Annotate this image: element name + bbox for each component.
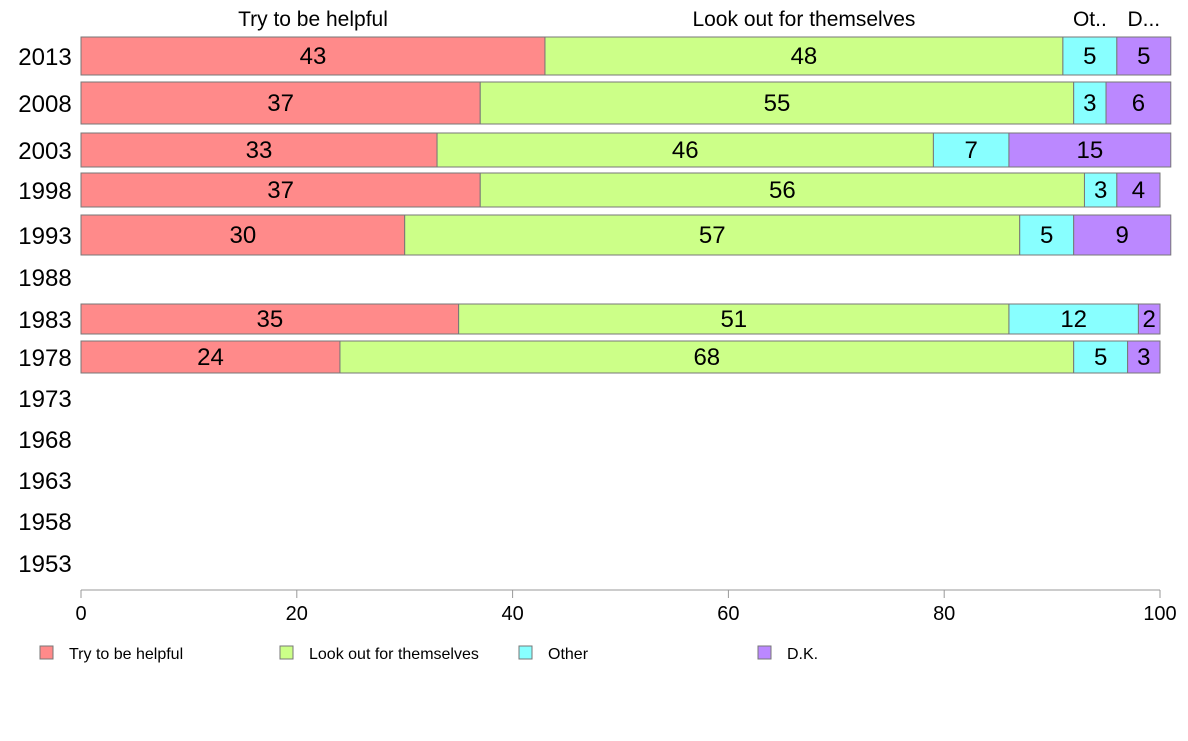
data-label: 55	[764, 90, 791, 117]
y-axis-labels: 2013 2008 2003 1998 1993 1988 1983 1978 1973 1968…	[18, 44, 71, 578]
data-label: 7	[964, 137, 977, 164]
bar-segment	[1008, 132, 1172, 168]
bar-segment	[544, 36, 1064, 76]
bar-segment	[1073, 340, 1129, 374]
bar-segment	[80, 172, 481, 208]
bar-segment	[1073, 81, 1107, 125]
bar-segment	[458, 303, 1010, 335]
bar-segment	[80, 214, 406, 256]
y-tick-label: 1978	[18, 345, 71, 372]
y-tick-label: 2008	[18, 91, 71, 118]
data-label: 30	[229, 222, 256, 249]
x-tick-label: 0	[75, 603, 86, 625]
y-tick-label: 2013	[18, 44, 71, 71]
bar-segment	[339, 340, 1075, 374]
bar-segment	[80, 340, 341, 374]
x-axis: 0 20 40 60 80 100	[75, 589, 1177, 625]
data-label: 33	[246, 137, 273, 164]
y-tick-label: 2003	[18, 138, 71, 165]
bar-segment	[1105, 81, 1172, 125]
data-label: 5	[1094, 344, 1107, 371]
bar-segment	[1137, 303, 1161, 335]
legend-swatch	[39, 645, 54, 660]
bar-segment	[1073, 214, 1172, 256]
bar-segment	[80, 81, 481, 125]
series-header: Try to be helpful	[238, 8, 388, 31]
data-label: 37	[267, 90, 294, 117]
data-label: 6	[1132, 90, 1145, 117]
bar-segment	[1008, 303, 1139, 335]
data-label: 9	[1116, 222, 1129, 249]
x-tick-label: 20	[286, 603, 308, 625]
y-tick-label: 1993	[18, 223, 71, 250]
y-tick-label: 1998	[18, 178, 71, 205]
bar-segment	[1127, 340, 1161, 374]
series-header: D...	[1127, 8, 1160, 31]
x-tick-label: 80	[933, 603, 955, 625]
data-label: 24	[197, 344, 224, 371]
data-label: 48	[791, 43, 818, 70]
data-label: 35	[256, 306, 283, 333]
legend-swatch	[518, 645, 533, 660]
bar-segment	[1062, 36, 1118, 76]
data-label: 5	[1083, 43, 1096, 70]
data-label: 2	[1143, 306, 1156, 333]
data-label: 3	[1094, 177, 1107, 204]
data-label: 5	[1040, 222, 1053, 249]
series-header: Look out for themselves	[692, 8, 915, 31]
x-tick-label: 60	[717, 603, 739, 625]
data-label: 46	[672, 137, 699, 164]
x-tick-label: 40	[501, 603, 523, 625]
bar-segment	[479, 81, 1075, 125]
y-tick-label: 1968	[18, 427, 71, 454]
data-label: 43	[300, 43, 327, 70]
bars-layer	[80, 36, 1172, 374]
data-label: 57	[699, 222, 726, 249]
y-tick-label: 1988	[18, 265, 71, 292]
series-headers: Try to be helpful Look out for themselves…	[238, 8, 1160, 31]
y-tick-label: 1963	[18, 468, 71, 495]
data-label: 5	[1137, 43, 1150, 70]
x-tick-label: 100	[1143, 603, 1176, 625]
y-tick-label: 1973	[18, 386, 71, 413]
data-label: 15	[1077, 137, 1104, 164]
bar-segment	[479, 172, 1085, 208]
y-tick-label: 1983	[18, 307, 71, 334]
data-label: 3	[1083, 90, 1096, 117]
y-tick-label: 1953	[18, 551, 71, 578]
legend-label: Try to be helpful	[69, 646, 183, 663]
bar-segment	[436, 132, 934, 168]
bar-segment	[80, 303, 460, 335]
y-tick-label: 1958	[18, 509, 71, 536]
legend-swatch	[279, 645, 294, 660]
legend-label: D.K.	[787, 646, 818, 663]
data-label: 12	[1060, 306, 1087, 333]
data-label: 4	[1132, 177, 1145, 204]
bar-segment	[404, 214, 1021, 256]
data-label: 3	[1137, 344, 1150, 371]
bar-segment	[80, 36, 546, 76]
legend-swatch	[757, 645, 772, 660]
legend-label: Other	[548, 646, 589, 663]
data-label: 37	[267, 177, 294, 204]
bar-segment	[1019, 214, 1075, 256]
legend-label: Look out for themselves	[309, 646, 479, 663]
series-header: Ot..	[1073, 8, 1107, 31]
bar-segment	[1116, 36, 1172, 76]
bar-segment	[1116, 172, 1161, 208]
data-label: 68	[693, 344, 720, 371]
bar-segment	[80, 132, 438, 168]
legend: Try to be helpful Look out for themselves…	[39, 645, 818, 663]
data-label: 51	[720, 306, 747, 333]
data-label: 56	[769, 177, 796, 204]
